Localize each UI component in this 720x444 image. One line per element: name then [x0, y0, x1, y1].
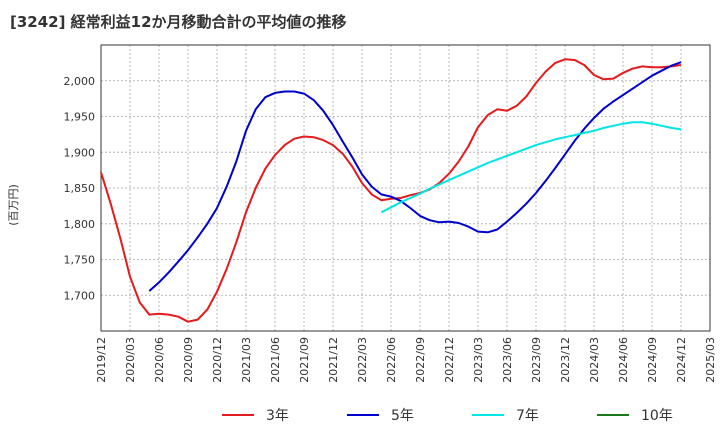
y-tick-label: 1,900	[64, 146, 96, 159]
y-tick-label: 1,750	[64, 254, 96, 267]
x-tick-label: 2021/06	[269, 337, 282, 383]
x-tick-label: 2020/09	[182, 337, 195, 383]
series-line-7年	[380, 121, 682, 214]
x-tick-label: 2020/03	[124, 337, 137, 383]
x-tick-label: 2025/03	[704, 337, 717, 383]
legend: 3年 5年 7年 10年	[222, 408, 673, 424]
x-tick-label: 2022/06	[385, 337, 398, 383]
legend-label: 5年	[391, 408, 414, 424]
series-line-5年	[148, 61, 682, 292]
y-tick-label: 2,000	[64, 75, 96, 88]
grid-layer	[100, 45, 711, 331]
ytick-layer: 1,700 1,750 1,800 1,850 1,900 1,950 2,000	[64, 75, 96, 303]
xtick-layer: 2019/12 2020/03 2020/06 2020/09 2020/12 2021/…	[95, 337, 717, 383]
x-tick-label: 2024/03	[588, 337, 601, 383]
x-tick-label: 2024/12	[675, 337, 688, 383]
x-tick-label: 2021/03	[240, 337, 253, 383]
x-tick-label: 2023/09	[530, 337, 543, 383]
legend-label: 7年	[516, 408, 539, 424]
legend-label: 3年	[266, 408, 289, 424]
x-tick-label: 2019/12	[95, 337, 108, 383]
x-tick-label: 2022/09	[414, 337, 427, 383]
x-tick-label: 2023/12	[559, 337, 572, 383]
series-line-3年	[100, 58, 682, 323]
series-layer	[100, 58, 682, 323]
x-tick-label: 2024/09	[646, 337, 659, 383]
x-tick-label: 2021/09	[298, 337, 311, 383]
y-axis-label: (百万円)	[7, 184, 20, 226]
y-tick-label: 1,850	[64, 182, 96, 195]
x-tick-label: 2023/03	[472, 337, 485, 383]
y-tick-label: 1,800	[64, 218, 96, 231]
plot-frame	[100, 44, 711, 332]
x-tick-label: 2022/03	[356, 337, 369, 383]
x-tick-label: 2020/12	[211, 337, 224, 383]
x-tick-label: 2021/12	[327, 337, 340, 383]
legend-label: 10年	[641, 408, 673, 424]
chart-title: [3242] 経常利益12か月移動合計の平均値の推移	[10, 13, 347, 31]
y-tick-label: 1,950	[64, 111, 96, 124]
x-tick-label: 2020/06	[153, 337, 166, 383]
y-tick-label: 1,700	[64, 289, 96, 302]
x-tick-label: 2024/06	[617, 337, 630, 383]
x-tick-label: 2022/12	[443, 337, 456, 383]
x-tick-label: 2023/06	[501, 337, 514, 383]
